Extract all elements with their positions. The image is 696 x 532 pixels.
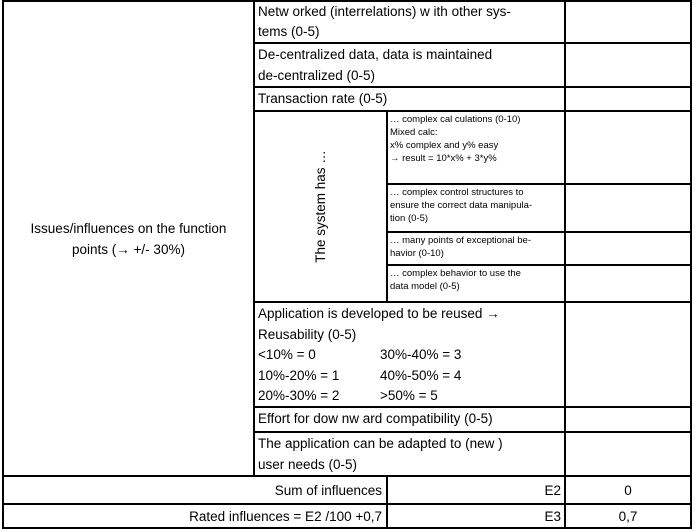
reusability-scale-left: 10%-20% = 1 bbox=[258, 367, 340, 383]
score-cell-networked[interactable] bbox=[566, 2, 690, 42]
criterion-control-structures: … complex control structures to ensure t… bbox=[388, 185, 564, 231]
system-has-label: The system has … bbox=[312, 150, 328, 263]
criterion-transaction-rate-text: Transaction rate (0-5) bbox=[258, 91, 388, 106]
score-cell-reusability[interactable] bbox=[566, 303, 690, 406]
criterion-reusability-intro: Application is developed to be reused → … bbox=[258, 306, 500, 342]
criterion-decentralized: De-centralized data, data is maintained … bbox=[255, 44, 564, 86]
sum-influences-label-cell: Sum of influences bbox=[4, 477, 386, 503]
rated-influences-code-cell: E3 bbox=[388, 505, 564, 527]
criterion-exceptional-behavior-text: … many points of exceptional be- havior … bbox=[390, 235, 531, 259]
reusability-scale-row: 20%-30% = 2 >50% = 5 bbox=[258, 386, 562, 406]
reusability-scale-left: 20%-30% = 2 bbox=[258, 388, 340, 403]
score-cell-user-needs[interactable] bbox=[566, 433, 690, 475]
system-has-label-cell: The system has … bbox=[255, 112, 386, 301]
criterion-networked: Netw orked (interrelations) w ith other … bbox=[255, 2, 564, 42]
reusability-scale-right: >50% = 5 bbox=[380, 388, 438, 403]
reusability-scale-left: <10% = 0 bbox=[258, 347, 316, 362]
criterion-downward-compatibility: Effort for dow nw ard compatibility (0-5… bbox=[255, 408, 564, 431]
criterion-complex-behavior: … complex behavior to use the data model… bbox=[388, 266, 564, 301]
score-cell-transaction-rate[interactable] bbox=[566, 88, 690, 110]
criterion-exceptional-behavior: … many points of exceptional be- havior … bbox=[388, 233, 564, 264]
reusability-scale-row: <10% = 0 30%-40% = 3 bbox=[258, 345, 562, 366]
score-cell-exceptional-behavior[interactable] bbox=[566, 233, 690, 264]
score-cell-control-structures[interactable] bbox=[566, 185, 690, 231]
reusability-scale-row: 10%-20% = 1 40%-50% = 4 bbox=[258, 366, 562, 387]
criterion-complex-behavior-text: … complex behavior to use the data model… bbox=[390, 268, 521, 292]
criterion-reusability: Application is developed to be reused → … bbox=[255, 303, 564, 406]
criterion-transaction-rate: Transaction rate (0-5) bbox=[255, 88, 564, 110]
sum-influences-code-cell: E2 bbox=[388, 477, 564, 503]
reusability-scale-right: 40%-50% = 4 bbox=[380, 367, 462, 383]
criterion-complex-calculations: … complex cal culations (0-10) Mixed cal… bbox=[388, 112, 564, 183]
score-cell-complex-behavior[interactable] bbox=[566, 266, 690, 301]
rated-influences-label-cell: Rated influences = E2 /100 +0,7 bbox=[4, 505, 386, 527]
sum-influences-value-cell[interactable]: 0 bbox=[566, 477, 690, 503]
criterion-user-needs-text: The application can be adapted to (new )… bbox=[258, 436, 503, 472]
score-cell-complex-calculations[interactable] bbox=[566, 112, 690, 183]
criterion-user-needs: The application can be adapted to (new )… bbox=[255, 433, 564, 475]
score-cell-decentralized[interactable] bbox=[566, 44, 690, 86]
criterion-networked-text: Netw orked (interrelations) w ith other … bbox=[258, 4, 511, 39]
reusability-scale-right: 30%-40% = 3 bbox=[380, 347, 462, 362]
issues-header-cell: Issues/influences on the function points… bbox=[4, 2, 253, 475]
score-cell-downward-compatibility[interactable] bbox=[566, 408, 690, 431]
criterion-downward-compatibility-text: Effort for dow nw ard compatibility (0-5… bbox=[258, 411, 493, 426]
criterion-control-structures-text: … complex control structures to ensure t… bbox=[390, 187, 533, 224]
criterion-decentralized-text: De-centralized data, data is maintained … bbox=[258, 47, 493, 83]
issues-header-text: Issues/influences on the function points… bbox=[30, 220, 227, 257]
rated-influences-value-cell[interactable]: 0,7 bbox=[566, 505, 690, 527]
criterion-complex-calculations-text: … complex cal culations (0-10) Mixed cal… bbox=[390, 114, 521, 164]
